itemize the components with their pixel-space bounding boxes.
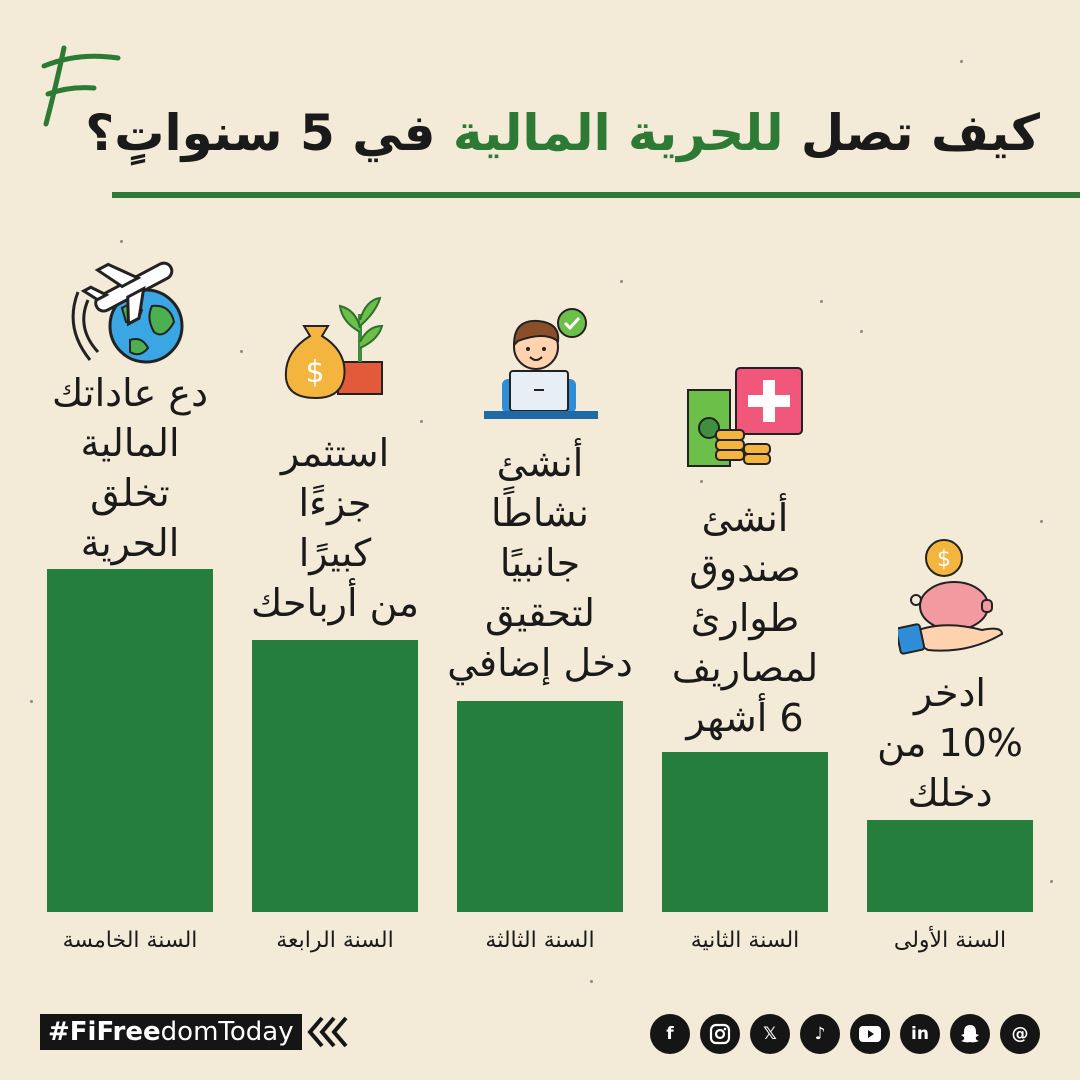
step-text-year-2: أنشئ صندوق طوارئ لمصاريف 6 أشهر (671, 496, 819, 740)
plane-globe-icon (71, 261, 184, 364)
step-text-year-5: دع عاداتك المالية تخلق الحرية (51, 371, 208, 565)
bar-year-1 (867, 820, 1033, 912)
year-label-1: السنة الأولى (893, 928, 1007, 953)
svg-text:$: $ (937, 547, 951, 572)
money-bag-plant-icon: $ (284, 296, 384, 400)
linkedin-icon[interactable]: in (900, 1014, 940, 1054)
step-text-year-3: أنشئ نشاطًا جانبيًا لتحقيق دخل إضافي (447, 441, 633, 685)
snapchat-icon[interactable] (950, 1014, 990, 1054)
brand-logo-icon (41, 45, 121, 127)
x-icon[interactable]: 𝕏 (750, 1014, 790, 1054)
page-title: كيف تصل للحرية المالية في 5 سنواتٍ؟ (85, 104, 1040, 162)
step-text-year-4: استثمر جزءًا كبيرًا من أرباحك (251, 431, 419, 625)
facebook-icon[interactable]: f (650, 1014, 690, 1054)
title-highlight: للحرية المالية (452, 104, 784, 162)
year-label-2: السنة الثانية (690, 928, 800, 953)
year-label-4: السنة الرابعة (276, 928, 394, 953)
year-label-5: السنة الخامسة (62, 928, 198, 953)
social-links: f 𝕏 ♪ in @ (650, 1014, 1040, 1054)
bar-year-4 (252, 640, 418, 912)
bar-year-3 (457, 701, 623, 912)
chevrons-left-icon (307, 1016, 348, 1048)
svg-text:$: $ (305, 355, 324, 390)
threads-icon[interactable]: @ (1000, 1014, 1040, 1054)
hashtag-badge: #FiFreedomToday (40, 1014, 302, 1050)
instagram-icon[interactable] (700, 1014, 740, 1054)
year-label-3: السنة الثالثة (485, 928, 595, 953)
tiktok-icon[interactable]: ♪ (800, 1014, 840, 1054)
piggy-bank-icon: $ (898, 539, 1004, 655)
bar-year-5 (47, 569, 213, 912)
laptop-worker-icon (484, 308, 598, 419)
title-divider (112, 192, 1080, 198)
youtube-icon[interactable] (850, 1014, 890, 1054)
emergency-fund-icon (687, 367, 803, 467)
bar-year-2 (662, 752, 828, 912)
step-text-year-1: ادخر 10% من دخلك (877, 671, 1023, 815)
